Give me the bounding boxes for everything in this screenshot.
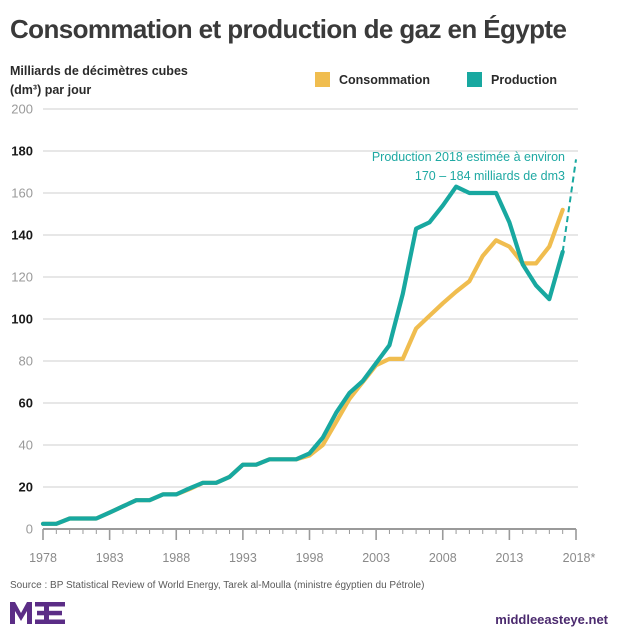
x-tick-label-1983: 1983 (96, 551, 124, 565)
series-line-consommation (40, 207, 565, 526)
y-axis-unit-label: Milliards de décimètres cubes (dm³) par … (10, 62, 188, 100)
site-url: middleeasteye.net (495, 612, 608, 627)
y-tick-label-20: 20 (19, 480, 33, 495)
x-tick-label-1993: 1993 (229, 551, 257, 565)
source-note: Source : BP Statistical Review of World … (10, 580, 425, 591)
x-tick-label-1988: 1988 (162, 551, 190, 565)
annotation: Production 2018 estimée à environ 170 – … (372, 150, 565, 183)
y-tick-label-80: 80 (19, 354, 33, 369)
legend-label-production: Production (491, 72, 557, 87)
y-tick-label-120: 120 (11, 270, 33, 285)
x-tick-label-2003: 2003 (362, 551, 390, 565)
annotation-line-2: 170 – 184 milliards de dm3 (415, 169, 565, 183)
legend-item-production: Production (467, 72, 557, 87)
series-line-production-estimation-2018 (561, 159, 577, 252)
chart-title: Consommation et production de gaz en Égy… (10, 14, 567, 44)
x-axis: 1978 1983 1988 1993 1998 2003 2008 2013 2018* (29, 528, 596, 565)
annotation-line-1: Production 2018 estimée à environ (372, 150, 565, 164)
series-line-production (40, 184, 565, 526)
y-tick-label-200: 200 (11, 102, 33, 117)
y-axis-ticks: 0 20 40 60 80 100 120 140 160 180 200 (11, 102, 33, 537)
x-tick-label-2018: 2018* (563, 551, 596, 565)
unit-line-2: (dm³) par jour (10, 83, 92, 97)
legend-swatch-production (467, 72, 482, 87)
y-tick-label-60: 60 (19, 396, 33, 411)
gridlines (43, 108, 578, 488)
mee-logo-icon (10, 602, 65, 624)
y-tick-label-160: 160 (11, 186, 33, 201)
y-tick-label-40: 40 (19, 438, 33, 453)
mee-logo (10, 601, 68, 630)
series-lines (40, 159, 577, 526)
legend-swatch-consommation (315, 72, 330, 87)
x-tick-label-1978: 1978 (29, 551, 57, 565)
legend-label-consommation: Consommation (339, 72, 430, 87)
y-tick-label-180: 180 (11, 144, 33, 159)
y-tick-label-140: 140 (11, 228, 33, 243)
legend-item-consommation: Consommation (315, 72, 430, 87)
y-tick-label-100: 100 (11, 312, 33, 327)
y-tick-label-0: 0 (26, 522, 33, 537)
x-tick-label-2008: 2008 (429, 551, 457, 565)
line-chart: 0 20 40 60 80 100 120 140 160 180 200 1978 1983 1988… (11, 102, 596, 566)
x-tick-label-1998: 1998 (296, 551, 324, 565)
x-tick-label-2013: 2013 (495, 551, 523, 565)
unit-line-1: Milliards de décimètres cubes (10, 64, 188, 78)
